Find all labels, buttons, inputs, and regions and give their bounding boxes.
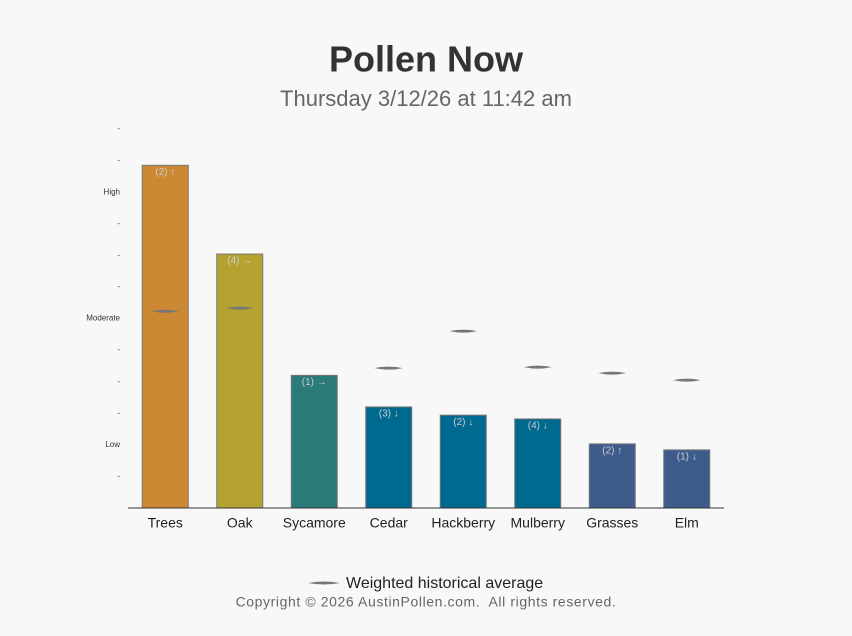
bar xyxy=(365,406,413,509)
bar xyxy=(216,253,264,509)
bar-annotation: (4) → xyxy=(227,256,252,267)
y-tick-label: Moderate xyxy=(86,314,120,323)
y-tick-label: - xyxy=(117,124,120,133)
y-tick-label: - xyxy=(117,472,120,481)
historical-marker xyxy=(374,366,403,370)
historical-marker xyxy=(225,306,254,310)
bar xyxy=(663,449,711,509)
bar-annotation: (2) ↑ xyxy=(155,167,175,178)
x-tick-label: Oak xyxy=(227,515,254,531)
x-tick-label: Hackberry xyxy=(431,515,495,531)
historical-marker xyxy=(151,309,180,313)
y-tick-label: - xyxy=(117,282,120,291)
y-tick-label: - xyxy=(117,219,120,228)
y-tick-label: - xyxy=(117,156,120,165)
x-tick-label: Trees xyxy=(148,515,183,531)
y-tick-label: - xyxy=(117,250,120,259)
bar xyxy=(439,414,487,509)
bar xyxy=(588,443,636,509)
historical-marker xyxy=(523,365,552,369)
x-tick-label: Grasses xyxy=(586,515,638,531)
bar-annotation: (1) → xyxy=(302,377,327,388)
bar-annotation: (2) ↓ xyxy=(453,417,473,428)
x-tick-label: Sycamore xyxy=(283,515,346,531)
x-tick-label: Mulberry xyxy=(511,515,565,531)
bar xyxy=(290,374,338,509)
y-tick-label: High xyxy=(104,187,120,196)
bar-annotation: (4) ↓ xyxy=(528,421,548,432)
bar xyxy=(514,418,562,509)
y-tick-label: - xyxy=(117,408,120,417)
historical-marker xyxy=(449,329,478,333)
x-tick-label: Elm xyxy=(675,515,699,531)
chart-title: Pollen Now xyxy=(329,39,524,80)
bar xyxy=(141,164,189,509)
historical-marker xyxy=(598,371,627,375)
y-tick-label: - xyxy=(117,377,120,386)
legend-marker xyxy=(308,581,340,585)
y-tick-label: - xyxy=(117,345,120,354)
bar-annotation: (3) ↓ xyxy=(379,409,399,420)
legend-label: Weighted historical average xyxy=(346,575,543,592)
chart-subtitle: Thursday 3/12/26 at 11:42 am xyxy=(280,86,572,111)
y-tick-label: Low xyxy=(105,440,120,449)
footer: Copyright © 2026 AustinPollen.com. All r… xyxy=(236,594,617,610)
x-tick-label: Cedar xyxy=(370,515,408,531)
bar-annotation: (1) ↓ xyxy=(677,452,697,463)
bar-annotation: (2) ↑ xyxy=(602,446,622,457)
historical-marker xyxy=(672,378,701,382)
